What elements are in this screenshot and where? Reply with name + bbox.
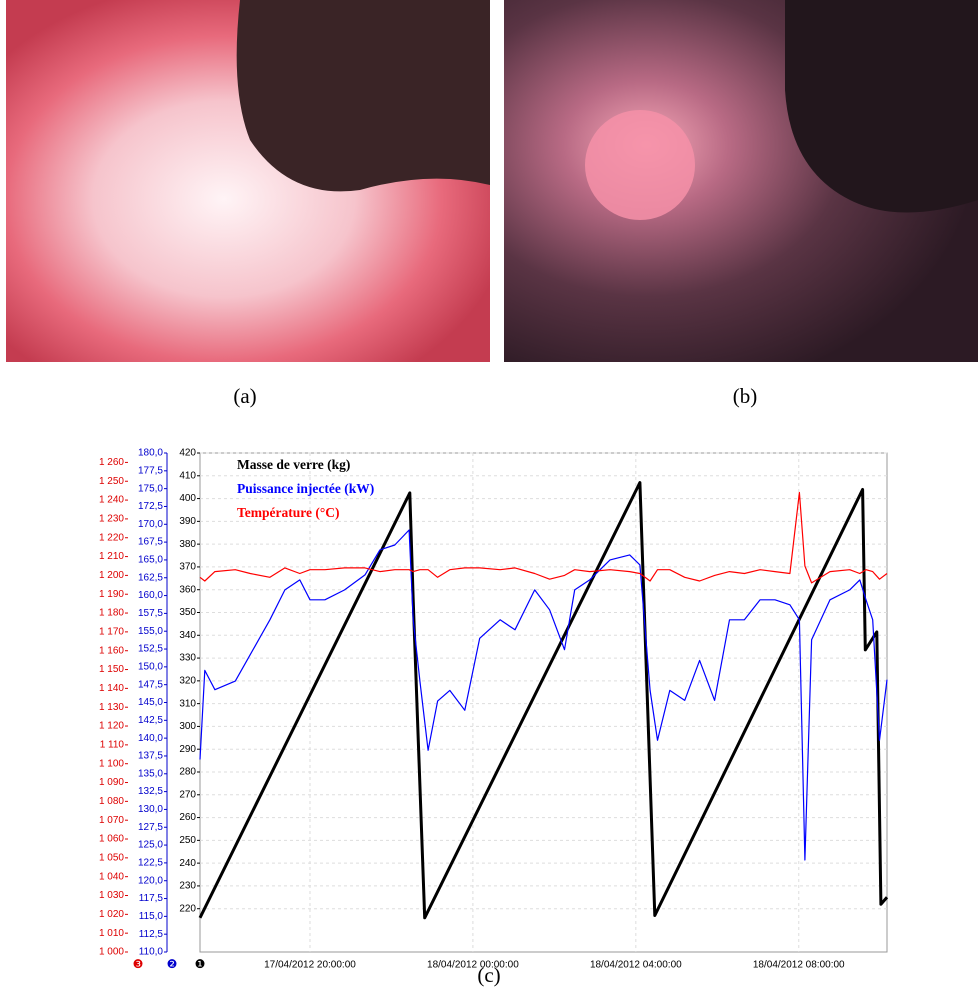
y-tick-label: 172,5 [138, 501, 163, 512]
y-tick-label: 1 140 [99, 683, 124, 694]
y2-axis-marker: ❷ [167, 957, 178, 971]
y-tick-label: 1 000 [99, 947, 124, 958]
y-tick-label: 260 [179, 812, 196, 823]
y-tick-label: 1 250 [99, 476, 124, 487]
y-tick-label: 1 160 [99, 645, 124, 656]
y-tick-label: 230 [179, 881, 196, 892]
y-tick-label: 420 [179, 448, 196, 459]
y-tick-label: 1 080 [99, 796, 124, 807]
y-tick-label: 112,5 [139, 929, 164, 940]
y-tick-label: 117,5 [139, 893, 164, 904]
y-tick-label: 160,0 [138, 590, 163, 601]
y-tick-label: 1 030 [99, 890, 124, 901]
photo-b [504, 0, 978, 362]
y-tick-label: 1 060 [99, 834, 124, 845]
y-tick-label: 180,0 [138, 448, 163, 459]
y-tick-label: 390 [179, 516, 196, 527]
y-tick-label: 1 220 [99, 532, 124, 543]
y-tick-label: 370 [179, 562, 196, 573]
x-tick-label: 18/04/2012 08:00:00 [753, 960, 845, 971]
y-tick-label: 250 [179, 835, 196, 846]
y-tick-label: 142,5 [138, 715, 163, 726]
y-tick-label: 1 240 [99, 495, 124, 506]
y-tick-label: 340 [179, 630, 196, 641]
y-tick-label: 1 230 [99, 514, 124, 525]
plot-area [199, 452, 888, 953]
y-tick-label: 290 [179, 744, 196, 755]
y-tick-label: 122,5 [138, 858, 163, 869]
y-tick-label: 1 090 [99, 777, 124, 788]
y-tick-label: 127,5 [138, 822, 163, 833]
y-tick-label: 350 [179, 607, 196, 618]
y-tick-label: 380 [179, 539, 196, 550]
y-tick-label: 1 070 [99, 815, 124, 826]
y-tick-label: 280 [179, 767, 196, 778]
y-tick-label: 1 210 [99, 551, 124, 562]
x-tick-label: 18/04/2012 00:00:00 [427, 960, 519, 971]
y-tick-label: 1 260 [99, 457, 124, 468]
y3-axis-marker: ❸ [133, 957, 144, 971]
y-tick-label: 150,0 [138, 661, 163, 672]
series-line [199, 529, 888, 861]
y-tick-label: 155,0 [138, 626, 163, 637]
series-line [199, 491, 888, 584]
caption: (b) [733, 384, 758, 408]
y-tick-label: 310 [179, 698, 196, 709]
y-tick-label: 1 150 [99, 664, 124, 675]
y-tick-label: 400 [179, 493, 196, 504]
y-tick-label: 360 [179, 584, 196, 595]
y-tick-label: 1 180 [99, 608, 124, 619]
caption: (a) [233, 384, 256, 408]
y-tick-label: 1 170 [99, 627, 124, 638]
y-tick-label: 170,0 [138, 519, 163, 530]
x-tick-label: 18/04/2012 04:00:00 [590, 960, 682, 971]
y-tick-label: 125,0 [138, 840, 163, 851]
y-tick-label: 240 [179, 858, 196, 869]
y-tick-label: 1 200 [99, 570, 124, 581]
y-tick-label: 165,0 [138, 555, 163, 566]
y-tick-label: 1 130 [99, 702, 124, 713]
y-tick-label: 167,5 [138, 537, 163, 548]
legend-entry: Température (°C) [237, 505, 340, 520]
y-tick-label: 115,0 [139, 911, 164, 922]
y-tick-label: 120,0 [138, 875, 163, 886]
y-tick-label: 1 110 [100, 740, 125, 751]
y-tick-label: 330 [179, 653, 196, 664]
y-tick-label: 1 190 [99, 589, 124, 600]
y-tick-label: 130,0 [138, 804, 163, 815]
legend-entry: Masse de verre (kg) [237, 457, 350, 472]
y-axis-marker: ❶ [195, 957, 206, 971]
y-tick-label: 300 [179, 721, 196, 732]
y-tick-label: 147,5 [138, 679, 163, 690]
y-tick-label: 1 050 [99, 852, 124, 863]
photo-a [6, 0, 490, 362]
y-tick-label: 270 [179, 789, 196, 800]
y-tick-label: 157,5 [138, 608, 163, 619]
y-tick-label: 1 010 [99, 928, 124, 939]
y-tick-label: 1 100 [99, 758, 124, 769]
y-tick-label: 152,5 [138, 644, 163, 655]
y-tick-label: 1 020 [99, 909, 124, 920]
y-tick-label: 135,0 [138, 768, 163, 779]
y-tick-label: 177,5 [138, 465, 163, 476]
y-tick-label: 220 [179, 903, 196, 914]
y-tick-label: 145,0 [138, 697, 163, 708]
legend-entry: Puissance injectée (kW) [237, 481, 374, 496]
caption: (c) [477, 963, 500, 987]
y-tick-label: 320 [179, 675, 196, 686]
y-tick-label: 132,5 [138, 786, 163, 797]
y-tick-label: 140,0 [138, 733, 163, 744]
y-tick-label: 1 040 [99, 871, 124, 882]
y-tick-label: 137,5 [138, 751, 163, 762]
y-tick-label: 175,0 [138, 483, 163, 494]
y-tick-label: 110,0 [139, 947, 164, 958]
y-tick-label: 162,5 [138, 572, 163, 583]
x-tick-label: 17/04/2012 20:00:00 [264, 960, 356, 971]
y-tick-label: 1 120 [99, 721, 124, 732]
y-tick-label: 410 [179, 470, 196, 481]
